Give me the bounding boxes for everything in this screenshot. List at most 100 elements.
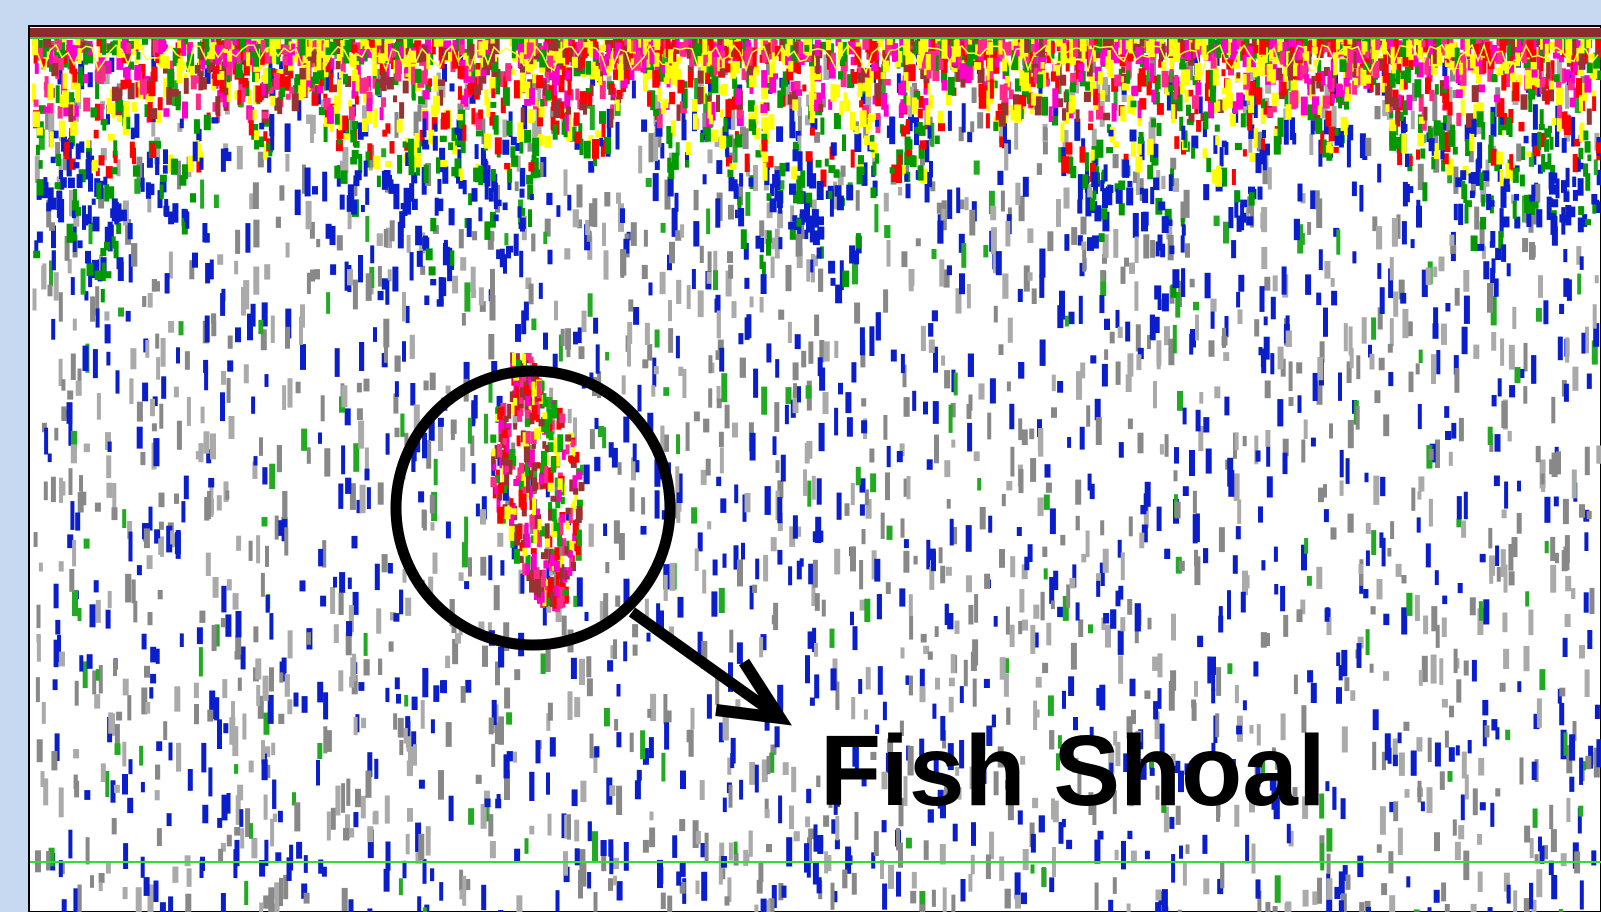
- echo-speck: [1455, 745, 1460, 756]
- echo-speck: [240, 646, 246, 670]
- echo-speck: [374, 563, 380, 591]
- echo-speck: [84, 790, 91, 800]
- echo-speck: [769, 752, 775, 773]
- surface-echo: [515, 143, 523, 151]
- echo-speck: [1441, 882, 1447, 902]
- surface-echo: [906, 119, 910, 135]
- echo-speck: [151, 279, 157, 292]
- surface-echo: [656, 108, 663, 129]
- echo-speck: [351, 674, 358, 695]
- echo-speck: [217, 254, 224, 265]
- echo-speck: [1267, 167, 1272, 190]
- echo-speck: [716, 398, 722, 409]
- echo-speck: [1232, 555, 1238, 574]
- echo-speck: [1312, 372, 1318, 401]
- echo-speck: [729, 109, 736, 131]
- echo-speck: [801, 350, 807, 368]
- echo-speck: [133, 600, 138, 623]
- echo-speck: [1081, 553, 1087, 563]
- echo-speck: [1574, 94, 1581, 113]
- surface-echo: [1319, 82, 1324, 92]
- surface-echo: [1505, 184, 1511, 192]
- surface-echo: [1093, 185, 1098, 195]
- echo-speck: [161, 177, 167, 193]
- echo-speck: [613, 520, 620, 544]
- echo-speck: [186, 396, 191, 426]
- surface-echo: [1170, 284, 1177, 298]
- surface-echo: [503, 76, 508, 94]
- echo-speck: [1129, 678, 1136, 697]
- echo-speck: [877, 666, 883, 695]
- surface-echo: [1561, 180, 1567, 193]
- surface-echo: [1505, 163, 1512, 181]
- echo-speck: [859, 327, 865, 356]
- echo-speck: [1117, 630, 1124, 655]
- echo-speck: [593, 746, 598, 773]
- echo-speck: [1403, 721, 1410, 731]
- echo-speck: [1063, 187, 1070, 209]
- echo-speck: [1256, 724, 1261, 746]
- echo-speck: [284, 674, 290, 697]
- echo-speck: [227, 360, 234, 372]
- echo-speck: [1428, 448, 1434, 461]
- surface-echo: [1539, 55, 1544, 72]
- echo-speck: [667, 176, 674, 197]
- echo-speck: [279, 185, 285, 201]
- echo-speck: [461, 542, 468, 568]
- surface-echo: [908, 38, 913, 58]
- echo-speck: [1584, 532, 1589, 551]
- echo-speck: [1415, 363, 1420, 375]
- surface-echo: [1210, 49, 1217, 69]
- echo-speck: [1104, 349, 1109, 360]
- echo-speck: [201, 742, 207, 773]
- echo-speck: [1174, 447, 1179, 464]
- echo-speck: [926, 459, 933, 470]
- echo-speck: [86, 654, 93, 669]
- surface-echo: [1010, 105, 1015, 121]
- echo-speck: [1474, 206, 1480, 230]
- echo-speck: [1064, 234, 1070, 251]
- echo-speck: [1414, 594, 1420, 621]
- echo-speck: [1310, 190, 1316, 209]
- echo-speck: [1307, 222, 1312, 235]
- echo-speck: [756, 879, 763, 894]
- echo-speck: [570, 657, 577, 679]
- surface-echo: [671, 152, 679, 170]
- surface-echo: [725, 136, 730, 156]
- surface-echo: [1096, 139, 1104, 158]
- surface-echo: [1389, 110, 1394, 119]
- surface-echo: [1118, 203, 1125, 216]
- echo-speck: [1473, 344, 1480, 359]
- surface-echo: [503, 254, 507, 274]
- surface-echo: [875, 91, 882, 107]
- echo-speck: [329, 225, 336, 246]
- echo-speck: [407, 808, 413, 822]
- surface-echo: [538, 134, 543, 146]
- echo-speck: [716, 310, 721, 339]
- echo-speck: [1355, 406, 1360, 430]
- echo-speck: [796, 526, 802, 537]
- echo-speck: [1504, 481, 1509, 509]
- echo-speck: [951, 894, 956, 912]
- echo-speck: [827, 185, 834, 195]
- surface-echo: [52, 130, 59, 139]
- echo-speck: [1027, 228, 1034, 243]
- echo-speck: [173, 386, 179, 398]
- echo-speck: [1078, 619, 1084, 637]
- echo-speck: [1220, 861, 1225, 889]
- echo-speck: [75, 143, 81, 160]
- surface-echo: [1191, 147, 1196, 159]
- echo-speck: [808, 341, 814, 364]
- echo-speck: [1150, 240, 1156, 258]
- echo-speck: [909, 615, 914, 640]
- echo-speck: [648, 282, 653, 296]
- echo-speck: [428, 576, 434, 597]
- echo-speck: [796, 248, 803, 268]
- echo-speck: [389, 220, 395, 242]
- echo-speck: [428, 411, 435, 441]
- echo-speck: [210, 433, 216, 460]
- echo-speck: [1594, 704, 1600, 719]
- echo-speck: [694, 548, 699, 571]
- echo-speck: [48, 102, 55, 132]
- echo-speck: [1503, 564, 1508, 593]
